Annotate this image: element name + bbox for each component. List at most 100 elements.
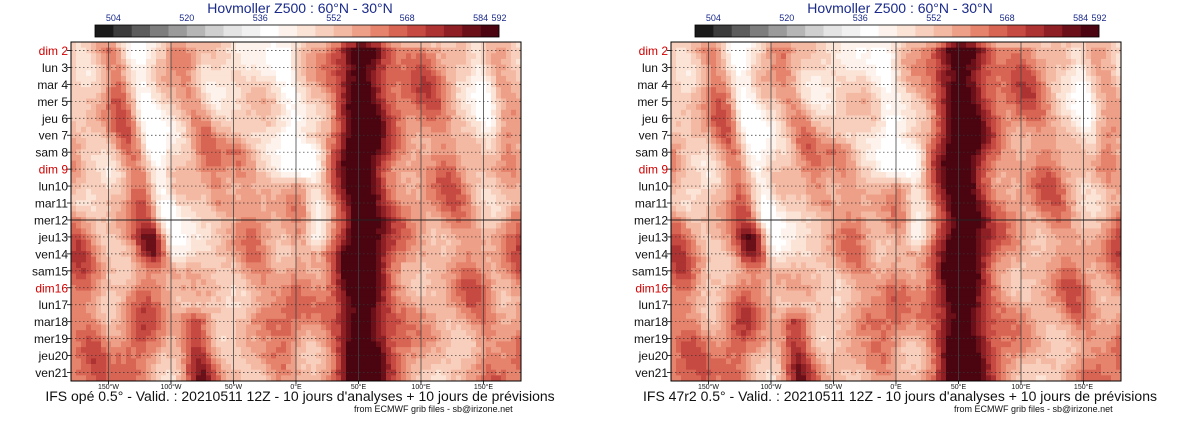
heatmap-cell bbox=[446, 211, 452, 218]
heatmap-cell bbox=[171, 279, 177, 286]
heatmap-cell bbox=[286, 115, 292, 122]
heatmap-cell bbox=[326, 284, 332, 291]
heatmap-cell bbox=[81, 121, 87, 128]
heatmap-cell bbox=[126, 104, 132, 111]
heatmap-cell bbox=[266, 188, 272, 195]
heatmap-cell bbox=[376, 104, 382, 111]
heatmap-cell bbox=[241, 75, 247, 82]
heatmap-cell bbox=[121, 177, 127, 184]
heatmap-cell bbox=[411, 341, 417, 348]
heatmap-cell bbox=[291, 183, 297, 190]
heatmap-cell bbox=[461, 211, 467, 218]
heatmap-cell bbox=[136, 239, 142, 246]
heatmap-cell bbox=[301, 194, 307, 201]
heatmap-cell bbox=[466, 92, 472, 99]
heatmap-cell bbox=[161, 138, 167, 145]
heatmap-cell bbox=[471, 143, 477, 150]
heatmap-cell bbox=[461, 245, 467, 252]
heatmap-cell bbox=[236, 251, 242, 258]
heatmap-cell bbox=[226, 324, 232, 331]
heatmap-cell bbox=[431, 47, 437, 54]
heatmap-cell bbox=[186, 121, 192, 128]
heatmap-cell bbox=[171, 296, 177, 303]
heatmap-cell bbox=[206, 132, 212, 139]
heatmap-cell bbox=[451, 75, 457, 82]
heatmap-cell bbox=[301, 256, 307, 263]
heatmap-cell bbox=[196, 53, 202, 60]
heatmap-cell bbox=[336, 188, 342, 195]
heatmap-cell bbox=[431, 335, 437, 342]
heatmap-cell bbox=[151, 228, 157, 235]
heatmap-cell bbox=[86, 92, 92, 99]
heatmap-cell bbox=[241, 222, 247, 229]
heatmap-cell bbox=[486, 42, 492, 49]
heatmap-cell bbox=[466, 268, 472, 275]
heatmap-cell bbox=[91, 126, 97, 133]
heatmap-cell bbox=[446, 279, 452, 286]
heatmap-cell bbox=[126, 296, 132, 303]
heatmap-cell bbox=[336, 341, 342, 348]
heatmap-cell bbox=[251, 149, 257, 156]
heatmap-cell bbox=[116, 70, 122, 77]
heatmap-cell bbox=[406, 279, 412, 286]
heatmap-cell bbox=[191, 126, 197, 133]
heatmap-cell bbox=[441, 347, 447, 354]
heatmap-cell bbox=[376, 126, 382, 133]
heatmap-cell bbox=[176, 347, 182, 354]
heatmap-cell bbox=[411, 324, 417, 331]
heatmap-cell bbox=[506, 205, 512, 212]
heatmap-cell bbox=[366, 160, 372, 167]
heatmap-cell bbox=[111, 341, 117, 348]
heatmap-cell bbox=[256, 171, 262, 178]
heatmap-cell bbox=[196, 171, 202, 178]
heatmap-cell bbox=[146, 42, 152, 49]
heatmap-cell bbox=[336, 228, 342, 235]
heatmap-cell bbox=[191, 301, 197, 308]
heatmap-cell bbox=[141, 109, 147, 116]
heatmap-cell bbox=[376, 335, 382, 342]
heatmap-cell bbox=[446, 126, 452, 133]
heatmap-cell bbox=[151, 155, 157, 162]
heatmap-cell bbox=[451, 239, 457, 246]
heatmap-cell bbox=[371, 284, 377, 291]
heatmap-cell bbox=[221, 70, 227, 77]
heatmap-cell bbox=[101, 256, 107, 263]
heatmap-cell bbox=[271, 268, 277, 275]
heatmap-cell bbox=[176, 183, 182, 190]
heatmap-cell bbox=[316, 70, 322, 77]
heatmap-cell bbox=[351, 324, 357, 331]
heatmap-cell bbox=[466, 42, 472, 49]
heatmap-cell bbox=[501, 104, 507, 111]
heatmap-cell bbox=[206, 324, 212, 331]
heatmap-cell bbox=[331, 341, 337, 348]
heatmap-cell bbox=[271, 132, 277, 139]
heatmap-cell bbox=[496, 313, 502, 320]
heatmap-cell bbox=[326, 138, 332, 145]
heatmap-cell bbox=[371, 318, 377, 325]
heatmap-cell bbox=[306, 228, 312, 235]
heatmap-cell bbox=[451, 268, 457, 275]
heatmap-cell bbox=[91, 98, 97, 105]
heatmap-cell bbox=[316, 296, 322, 303]
heatmap-cell bbox=[271, 115, 277, 122]
heatmap-cell bbox=[341, 273, 347, 280]
heatmap-cell bbox=[216, 126, 222, 133]
heatmap-cell bbox=[91, 171, 97, 178]
heatmap-cell bbox=[251, 75, 257, 82]
heatmap-cell bbox=[406, 160, 412, 167]
heatmap-cell bbox=[136, 352, 142, 359]
heatmap-cell bbox=[306, 313, 312, 320]
heatmap-cell bbox=[196, 296, 202, 303]
heatmap-cell bbox=[406, 318, 412, 325]
heatmap-cell bbox=[176, 307, 182, 314]
heatmap-cell bbox=[486, 75, 492, 82]
heatmap-cell bbox=[271, 155, 277, 162]
heatmap-cell bbox=[171, 98, 177, 105]
heatmap-cell bbox=[76, 335, 82, 342]
heatmap-cell bbox=[351, 228, 357, 235]
heatmap-cell bbox=[86, 53, 92, 60]
heatmap-cell bbox=[371, 273, 377, 280]
heatmap-cell bbox=[256, 183, 262, 190]
heatmap-cell bbox=[376, 92, 382, 99]
heatmap-cell bbox=[246, 318, 252, 325]
